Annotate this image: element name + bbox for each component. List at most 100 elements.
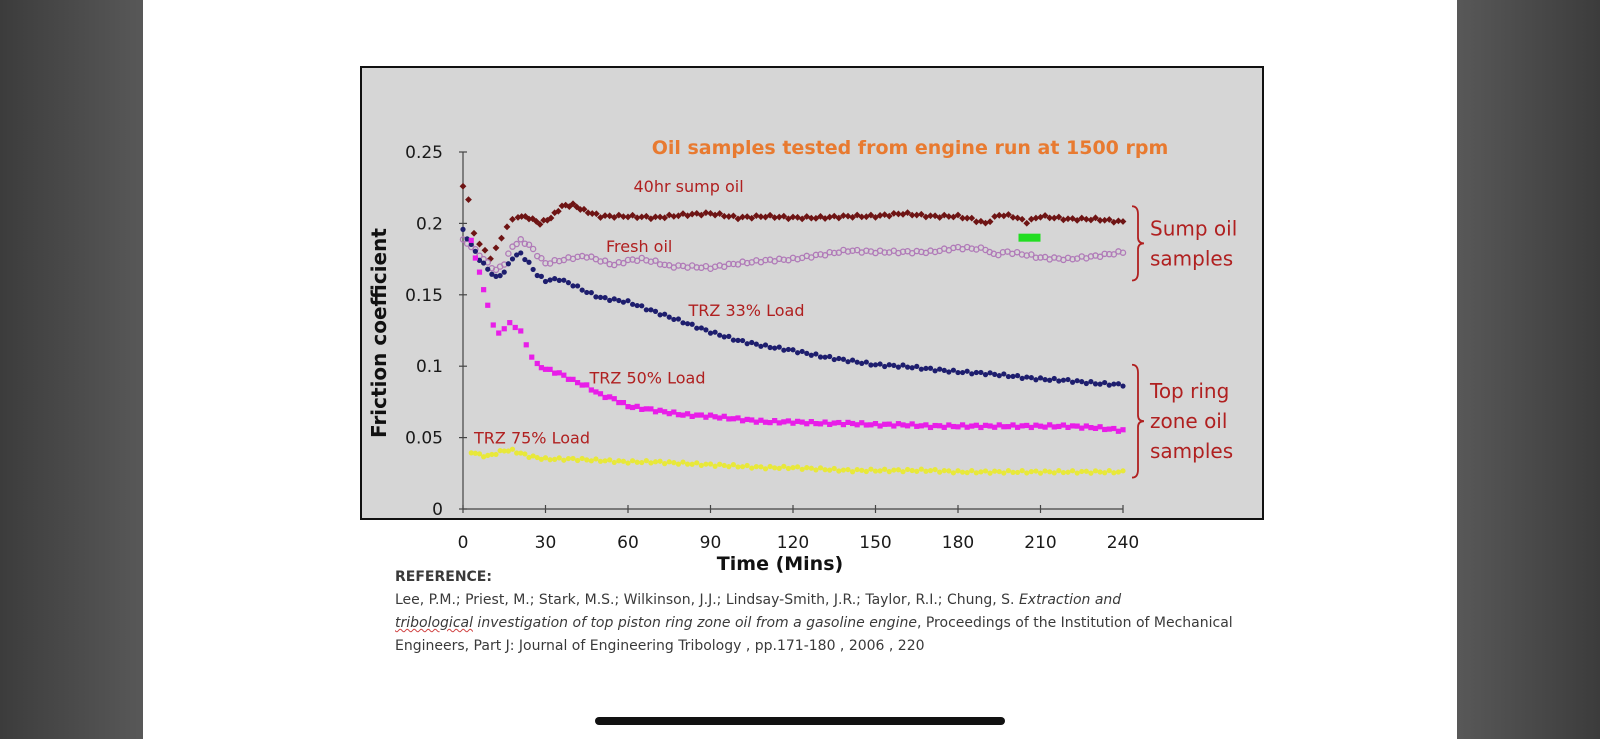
data-point	[684, 321, 691, 327]
data-point	[675, 316, 682, 322]
data-point	[611, 396, 617, 402]
data-point	[1001, 424, 1007, 430]
data-point	[964, 368, 970, 374]
series-trz-75-load	[468, 446, 1126, 476]
x-tick-label: 120	[777, 533, 809, 553]
data-point	[570, 376, 576, 382]
data-point	[799, 419, 805, 425]
data-point	[1102, 470, 1108, 476]
data-point	[886, 362, 892, 368]
data-point	[941, 367, 947, 373]
data-point	[744, 341, 750, 347]
data-point	[996, 422, 1002, 428]
data-point	[1082, 215, 1090, 223]
data-point	[634, 459, 640, 465]
data-point	[941, 467, 947, 474]
reference-block: REFERENCE: Lee, P.M.; Priest, M.; Stark,…	[395, 566, 1275, 658]
data-point	[909, 467, 915, 474]
data-point	[959, 369, 966, 376]
data-point	[744, 462, 750, 469]
data-point	[534, 272, 540, 279]
series-label: TRZ 50% Load	[589, 368, 706, 387]
data-point	[689, 461, 695, 467]
data-point	[872, 468, 879, 474]
data-point	[1111, 470, 1117, 476]
data-point	[772, 465, 778, 471]
data-point	[652, 308, 659, 314]
data-point	[959, 469, 966, 475]
data-point	[492, 266, 500, 274]
data-point	[616, 399, 622, 406]
data-point	[490, 322, 496, 328]
data-point	[1120, 427, 1126, 433]
data-point	[552, 276, 558, 282]
data-point	[717, 332, 723, 338]
data-point	[481, 260, 487, 266]
data-point	[749, 417, 755, 423]
data-point	[858, 213, 866, 221]
data-point	[703, 327, 709, 333]
data-point	[518, 250, 524, 256]
data-point	[542, 278, 549, 285]
data-point	[493, 273, 499, 279]
data-point	[1056, 423, 1062, 430]
data-point	[717, 415, 723, 421]
data-point	[465, 196, 472, 203]
data-point	[1050, 214, 1058, 222]
data-point	[969, 423, 975, 429]
x-tick-label: 30	[535, 533, 557, 553]
data-point	[995, 211, 1003, 219]
data-point	[735, 415, 741, 421]
data-point	[1042, 468, 1048, 474]
data-point	[593, 456, 599, 462]
data-point	[904, 364, 911, 370]
data-point	[662, 409, 668, 415]
data-point	[1092, 214, 1099, 222]
data-point	[680, 320, 686, 326]
data-point	[656, 213, 664, 221]
data-point	[597, 294, 604, 300]
data-point	[468, 237, 474, 243]
data-point	[868, 422, 874, 428]
data-point	[534, 360, 540, 367]
data-point	[485, 302, 491, 308]
y-tick-label: 0.2	[416, 214, 443, 234]
data-point	[481, 287, 487, 293]
data-point	[781, 463, 787, 469]
data-point	[629, 404, 636, 411]
data-point	[758, 417, 764, 423]
left-letterbox	[0, 0, 143, 739]
data-point	[904, 209, 911, 216]
data-point	[946, 422, 952, 428]
data-point	[629, 211, 636, 219]
data-point	[799, 466, 805, 472]
data-point	[1102, 426, 1108, 433]
reference-title-part2: investigation of top piston ring zone oi…	[472, 615, 917, 631]
data-point	[959, 422, 966, 428]
home-indicator-bar[interactable]	[595, 717, 1005, 725]
data-point	[835, 249, 843, 256]
y-tick-label: 0.05	[405, 429, 443, 449]
data-point	[1037, 470, 1044, 476]
data-point	[1028, 469, 1034, 475]
data-point	[597, 458, 604, 464]
data-point	[739, 464, 746, 470]
data-point	[937, 423, 943, 429]
data-point	[781, 347, 787, 353]
data-point	[472, 255, 478, 261]
x-tick-label: 90	[700, 533, 722, 553]
data-point	[694, 412, 700, 418]
group-brace	[1131, 363, 1145, 479]
data-point	[767, 420, 773, 426]
data-point	[972, 218, 980, 226]
data-point	[1014, 373, 1021, 379]
series-label: TRZ 75% Load	[473, 428, 590, 447]
reference-title-misspelled-word[interactable]: tribological	[395, 615, 473, 631]
data-point	[877, 423, 883, 429]
data-point	[552, 370, 558, 376]
data-point	[561, 372, 567, 378]
data-point	[468, 241, 474, 248]
data-point	[570, 283, 576, 289]
data-point	[1010, 422, 1016, 428]
data-point	[1096, 217, 1104, 224]
